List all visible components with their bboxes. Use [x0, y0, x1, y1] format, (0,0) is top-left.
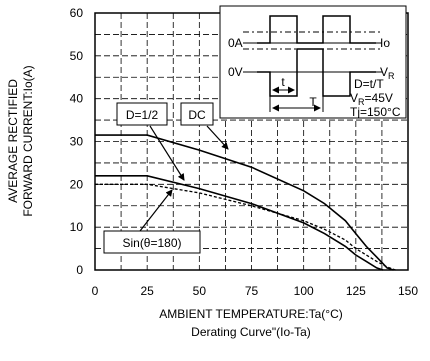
y-tick-label: 10: [70, 220, 84, 234]
inset-t-label: t: [281, 75, 285, 89]
series-line-sin-180: [95, 183, 396, 271]
io-waveform: [257, 15, 376, 44]
inset-io-label: Io: [380, 36, 390, 50]
annotation-sin-arrow: [139, 189, 173, 232]
x-tick-label: 75: [245, 284, 259, 298]
series-line-d-1-2: [95, 175, 384, 271]
annotation-d12-label: D=1/2: [126, 108, 159, 122]
chart-caption: Derating Curve"(Io-Ta): [191, 325, 311, 339]
series-group: [95, 134, 396, 271]
annotation-dc-label: DC: [188, 108, 206, 122]
inset-T-label: T: [309, 95, 317, 109]
x-tick-label: 25: [140, 284, 154, 298]
y-tick-label: 40: [70, 92, 84, 106]
series-line-dc: [95, 134, 394, 271]
inset-box: [219, 5, 407, 119]
inset-vr-label: VR: [380, 65, 395, 81]
annotation-dc: DC: [180, 102, 229, 150]
waveform-inset: 0A 0V Io VR t T D=t/T VR=45V Tj=150°C: [219, 5, 407, 119]
annotation-sin-box: [103, 230, 201, 254]
x-tick-label: 0: [92, 284, 99, 298]
annotation-dc-box: [180, 102, 214, 126]
vr-waveform: [257, 48, 376, 97]
inset-tj-value: Tj=150°C: [350, 105, 401, 119]
y-axis-ticks: 0 10 20 30 40 50 60: [70, 6, 84, 277]
x-tick-label: 150: [398, 284, 418, 298]
y-axis-label-line1: AVERAGE RECTIFIED: [6, 79, 20, 203]
annotation-d12-box: [116, 102, 168, 126]
annotation-sin-label: Sin(θ=180): [122, 236, 181, 250]
y-tick-label: 0: [76, 263, 83, 277]
y-axis-label-line2: FORWARD CURRENT:Io(A): [21, 65, 35, 216]
y-tick-label: 50: [70, 49, 84, 63]
x-tick-label: 125: [346, 284, 366, 298]
annotation-d12-arrow: [149, 125, 185, 181]
inset-io-zero: 0A: [228, 36, 243, 50]
y-tick-label: 30: [70, 135, 84, 149]
x-axis-label: AMBIENT TEMPERATURE:Ta(°C): [159, 307, 343, 321]
y-tick-label: 20: [70, 177, 84, 191]
inset-v-zero: 0V: [228, 65, 243, 79]
annotation-d12: D=1/2: [116, 102, 185, 181]
annotation-sin: Sin(θ=180): [103, 189, 201, 254]
y-tick-label: 60: [70, 6, 84, 20]
inset-vr-value: VR=45V: [350, 91, 393, 107]
x-tick-label: 100: [294, 284, 314, 298]
x-axis-ticks: 0 25 50 75 100 125 150: [92, 284, 419, 298]
inset-duty-formula: D=t/T: [354, 77, 384, 91]
x-tick-label: 50: [193, 284, 207, 298]
annotation-dc-arrow: [206, 125, 229, 150]
